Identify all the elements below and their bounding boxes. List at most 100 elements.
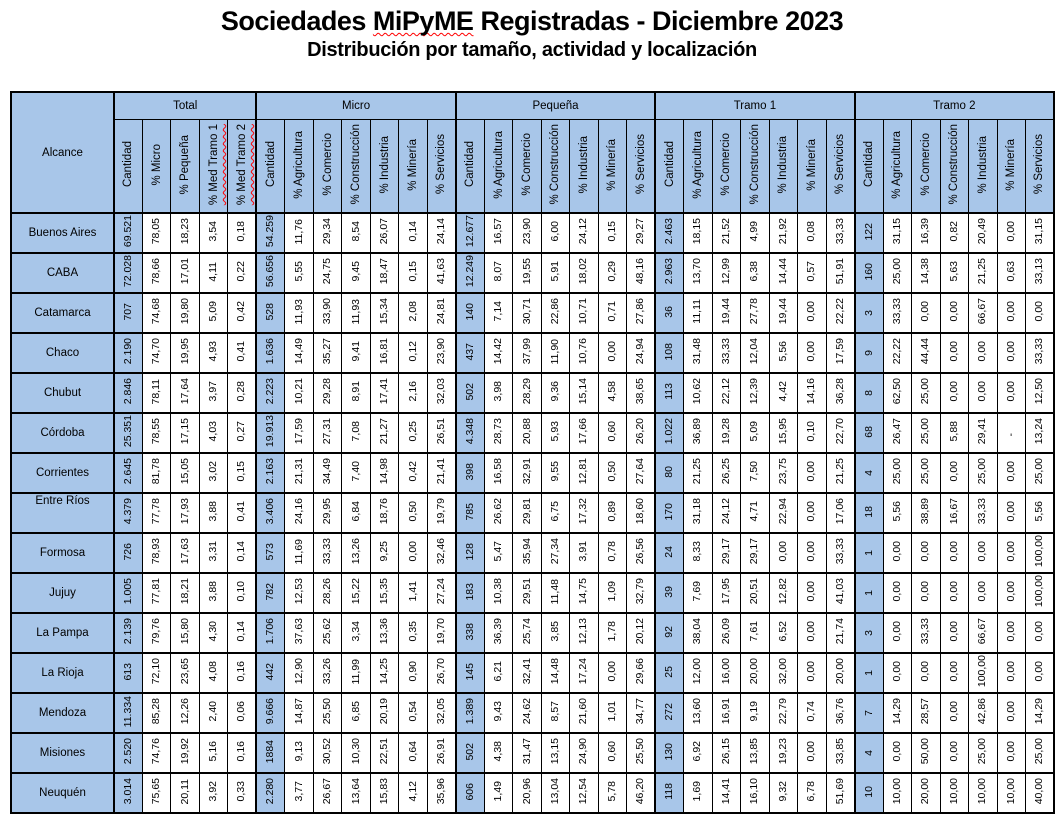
cell-mendoza-peque-a-agricultura: 9,43 — [483, 692, 514, 734]
cell-value: 4,58 — [605, 381, 618, 402]
column-header-peque-a-miner-a: % Minería — [597, 119, 628, 214]
cell-value: 17,01 — [178, 258, 191, 285]
cell-value: 16,00 — [719, 658, 732, 685]
cell-value: 26,07 — [378, 218, 391, 245]
cell-value: 502 — [463, 742, 476, 761]
cell-chaco-micro-comercio: 35,27 — [312, 332, 343, 374]
cell-value: 22,70 — [833, 418, 846, 445]
cell-misiones-tramo-2-comercio: 50,00 — [911, 732, 941, 774]
table-row-buenos-aires: Buenos Aires 69.521 78,05 18,23 3,54 0,18 54.2… — [10, 212, 1055, 254]
cell-value: 16,58 — [492, 458, 505, 485]
cell-jujuy-tramo-1-agricultura: 7,69 — [683, 572, 713, 614]
cell-corrientes-tramo-2-construcci-n: 0,00 — [939, 452, 970, 494]
cell-value: 17,06 — [833, 498, 846, 525]
cell-corrientes-peque-a-comercio: 32,91 — [512, 452, 542, 494]
cell-caba-peque-a-construcci-n: 5,91 — [540, 252, 571, 294]
cell-mendoza-tramo-1-industria: 22,79 — [768, 692, 799, 734]
cell-misiones-micro-comercio: 30,52 — [312, 732, 343, 774]
cell-value: 22,22 — [833, 298, 846, 325]
cell-c-rdoba-total-med-tramo-2: 0,27 — [227, 412, 257, 454]
column-header-tramo-1-agricultura: % Agricultura — [683, 119, 713, 214]
cell-value: 20,11 — [178, 778, 191, 805]
cell-chaco-peque-a-construcci-n: 11,90 — [540, 332, 571, 374]
cell-caba-tramo-1-servicios: 51,91 — [825, 252, 856, 294]
cell-value: 0,60 — [605, 741, 618, 762]
column-header-label: % Agricultura — [492, 130, 505, 199]
title-text: Sociedades — [220, 6, 373, 36]
column-header-label: Cantidad — [264, 141, 277, 188]
row-label: La Pampa — [10, 612, 115, 654]
cell-value: 0,71 — [605, 301, 618, 322]
cell-neuqu-n-peque-a-comercio: 20,96 — [512, 772, 542, 814]
cell-value: 10,00 — [947, 778, 960, 805]
cell-formosa-tramo-2-servicios: 100,00 — [1025, 532, 1055, 574]
cell-c-rdoba-tramo-2-construcci-n: 5,88 — [939, 412, 970, 454]
cell-caba-peque-a-comercio: 19,55 — [512, 252, 542, 294]
cell-caba-total-peque-a: 17,01 — [170, 252, 200, 294]
cell-la-pampa-total-peque-a: 15,80 — [170, 612, 200, 654]
group-header-micro: Micro — [255, 91, 457, 120]
cell-corrientes-total-micro: 81,78 — [141, 452, 172, 494]
cell-misiones-total-micro: 74,76 — [141, 732, 172, 774]
cell-chubut-micro-cantidad: 2.223 — [255, 372, 286, 414]
column-header-label: % Micro — [150, 143, 163, 186]
cell-c-rdoba-tramo-1-construcci-n: 5,09 — [740, 412, 770, 454]
cell-value: 85,28 — [150, 698, 163, 725]
cell-catamarca-peque-a-servicios: 27,86 — [626, 292, 656, 334]
cell-value: 8,07 — [492, 261, 505, 282]
cell-value: 38,04 — [691, 618, 704, 645]
column-header-label: % Servicios — [634, 134, 647, 195]
cell-value: 30,52 — [321, 738, 334, 765]
cell-la-rioja-tramo-2-industria: 100,00 — [968, 652, 998, 694]
cell-value: 7 — [862, 710, 875, 716]
cell-value: 12,50 — [1032, 378, 1045, 405]
cell-value: 100,00 — [1032, 575, 1045, 608]
cell-c-rdoba-peque-a-construcci-n: 5,93 — [540, 412, 571, 454]
table-row-entre-r-os: Entre Ríos 4.379 77,78 17,93 3,88 0,41 3.406 24… — [10, 492, 1055, 534]
cell-value: 398 — [463, 462, 476, 481]
cell-formosa-peque-a-agricultura: 5,47 — [483, 532, 514, 574]
cell-value: 32,03 — [434, 378, 447, 405]
cell-entre-r-os-peque-a-agricultura: 26,62 — [483, 492, 514, 534]
cell-value: 0,14 — [406, 221, 419, 242]
cell-la-rioja-total-peque-a: 23,65 — [170, 652, 200, 694]
cell-value: 23,65 — [178, 658, 191, 685]
cell-value: 0,00 — [805, 541, 818, 562]
cell-formosa-peque-a-miner-a: 0,78 — [597, 532, 628, 574]
cell-la-pampa-tramo-1-miner-a: 0,00 — [797, 612, 827, 654]
cell-buenos-aires-micro-industria: 26,07 — [369, 212, 400, 254]
cell-value: 6,52 — [776, 621, 789, 642]
cell-chubut-peque-a-comercio: 28,29 — [512, 372, 542, 414]
cell-neuqu-n-micro-agricultura: 3,77 — [284, 772, 314, 814]
table-row-jujuy: Jujuy 1.005 77,81 18,21 3,88 0,10 782 12,53 28,2… — [10, 572, 1055, 614]
cell-corrientes-total-med-tramo-2: 0,15 — [227, 452, 257, 494]
table-row-formosa: Formosa 726 78,93 17,63 3,31 0,14 573 11,69 33,3… — [10, 532, 1055, 574]
cell-value: 22,22 — [890, 338, 903, 365]
cell-neuqu-n-micro-cantidad: 2.280 — [255, 772, 286, 814]
cell-buenos-aires-tramo-2-cantidad: 122 — [853, 212, 884, 254]
cell-neuqu-n-peque-a-agricultura: 1,49 — [483, 772, 514, 814]
cell-misiones-micro-agricultura: 9,13 — [284, 732, 314, 774]
row-label: Jujuy — [10, 572, 115, 614]
cell-value: 0,00 — [1004, 301, 1017, 322]
cell-chaco-tramo-2-miner-a: 0,00 — [996, 332, 1027, 374]
cell-value: 42,86 — [976, 698, 989, 725]
cell-caba-tramo-2-agricultura: 25,00 — [882, 252, 913, 294]
cell-value: 24,16 — [292, 498, 305, 525]
cell-value: 0,00 — [947, 381, 960, 402]
cell-catamarca-tramo-1-cantidad: 36 — [654, 292, 685, 334]
cell-value: 5,63 — [947, 261, 960, 282]
cell-value: 0,00 — [805, 301, 818, 322]
cell-la-pampa-peque-a-servicios: 20,12 — [626, 612, 656, 654]
cell-value: 30,71 — [520, 298, 533, 325]
cell-chaco-tramo-1-cantidad: 108 — [654, 332, 685, 374]
cell-buenos-aires-total-micro: 78,05 — [141, 212, 172, 254]
cell-value: 31,48 — [691, 338, 704, 365]
cell-caba-total-med-tramo-1: 4,11 — [198, 252, 229, 294]
cell-chubut-tramo-1-miner-a: 14,16 — [797, 372, 827, 414]
cell-catamarca-tramo-2-comercio: 0,00 — [911, 292, 941, 334]
cell-corrientes-peque-a-agricultura: 16,58 — [483, 452, 514, 494]
cell-value: 20,12 — [634, 618, 647, 645]
cell-value: 25 — [663, 665, 676, 678]
cell-value: 75,65 — [150, 778, 163, 805]
